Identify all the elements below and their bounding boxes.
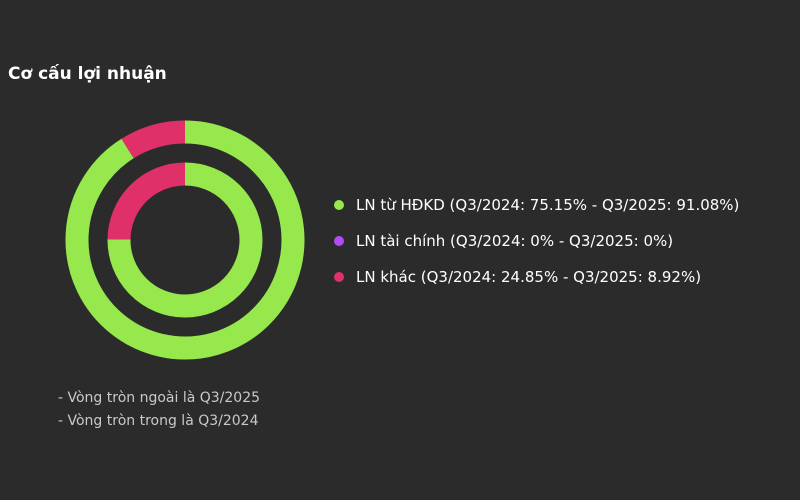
legend-item-hdkd: LN từ HĐKD (Q3/2024: 75.15% - Q3/2025: 9… bbox=[334, 187, 739, 223]
legend-dot-tai-chinh bbox=[334, 236, 344, 246]
inner-ring-slice-hdkd bbox=[107, 162, 263, 318]
legend-label-tai-chinh: LN tài chính (Q3/2024: 0% - Q3/2025: 0%) bbox=[356, 232, 674, 250]
legend: LN từ HĐKD (Q3/2024: 75.15% - Q3/2025: 9… bbox=[334, 187, 739, 295]
note-outer-ring: - Vòng tròn ngoài là Q3/2025 bbox=[58, 390, 261, 406]
legend-label-hdkd: LN từ HĐKD (Q3/2024: 75.15% - Q3/2025: 9… bbox=[356, 196, 740, 214]
legend-dot-khac bbox=[334, 272, 344, 282]
legend-item-khac: LN khác (Q3/2024: 24.85% - Q3/2025: 8.92… bbox=[334, 259, 739, 295]
legend-item-tai-chinh: LN tài chính (Q3/2024: 0% - Q3/2025: 0%) bbox=[334, 223, 739, 259]
inner-ring-slice-khac bbox=[107, 162, 186, 240]
legend-label-khac: LN khác (Q3/2024: 24.85% - Q3/2025: 8.92… bbox=[356, 268, 702, 286]
legend-dot-hdkd bbox=[334, 200, 344, 210]
donut-chart bbox=[65, 120, 305, 360]
outer-ring-slice-khac bbox=[121, 120, 186, 159]
chart-title: Cơ cấu lợi nhuận bbox=[8, 64, 167, 84]
ring-notes: - Vòng tròn ngoài là Q3/2025 - Vòng tròn… bbox=[58, 387, 260, 433]
outer-ring-slice-hdkd bbox=[65, 120, 305, 360]
note-inner-ring: - Vòng tròn trong là Q3/2024 bbox=[58, 413, 259, 429]
